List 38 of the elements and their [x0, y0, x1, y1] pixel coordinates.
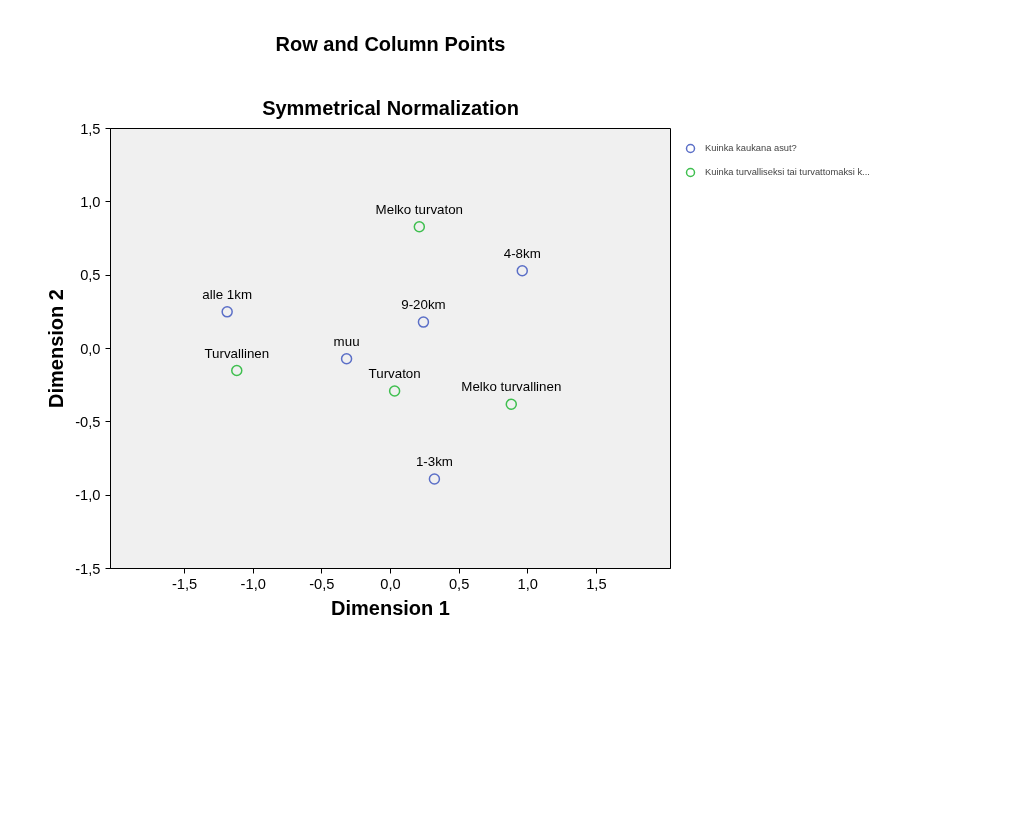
annotation: Turvaton [368, 366, 421, 382]
point [417, 316, 430, 328]
point [231, 364, 243, 377]
point [413, 221, 426, 233]
point [428, 473, 441, 485]
chart-subtitle: Symmetrical Normalization [262, 96, 519, 119]
annotation: 4-8km [503, 245, 541, 261]
y-tick-label: -0,5 [75, 413, 101, 430]
x-axis-title: Dimension 1 [331, 596, 450, 619]
annotation: Turvallinen [204, 345, 270, 361]
y-tick-label: 0,0 [80, 340, 101, 357]
y-tick-label: 0,5 [80, 267, 101, 284]
point [388, 385, 401, 397]
annotation: alle 1km [202, 286, 252, 302]
y-tick-label: 1,0 [80, 193, 101, 210]
y-tick-label: 1,5 [80, 120, 101, 137]
point [516, 265, 529, 277]
annotation: muu [333, 333, 360, 349]
x-tick-label: -1,5 [171, 575, 198, 592]
x-tick-label: -0,5 [309, 575, 335, 592]
y-axis-title: Dimension 2 [45, 289, 68, 408]
x-tick-label: 0,0 [380, 575, 401, 592]
point [340, 353, 353, 365]
x-tick-label: -1,0 [240, 575, 266, 592]
annotation: Melko turvallinen [461, 379, 562, 395]
legend-label: Kuinka kaukana asut? [705, 143, 797, 153]
annotation: Melko turvaton [375, 201, 464, 217]
x-tick-label: 0,5 [448, 575, 470, 592]
legend-label: Kuinka turvalliseksi tai turvattomaksi k... [705, 167, 870, 177]
point [505, 398, 518, 410]
x-tick-label: 1,5 [586, 575, 607, 592]
annotation: 9-20km [401, 297, 446, 313]
y-tick-label: -1,5 [75, 560, 101, 577]
x-tick-label: 1,0 [517, 575, 538, 592]
annotation: 1-3km [415, 454, 453, 470]
point [221, 306, 233, 318]
y-tick-label: -1,0 [75, 487, 101, 504]
chart-title: Row and Column Points [275, 32, 506, 55]
